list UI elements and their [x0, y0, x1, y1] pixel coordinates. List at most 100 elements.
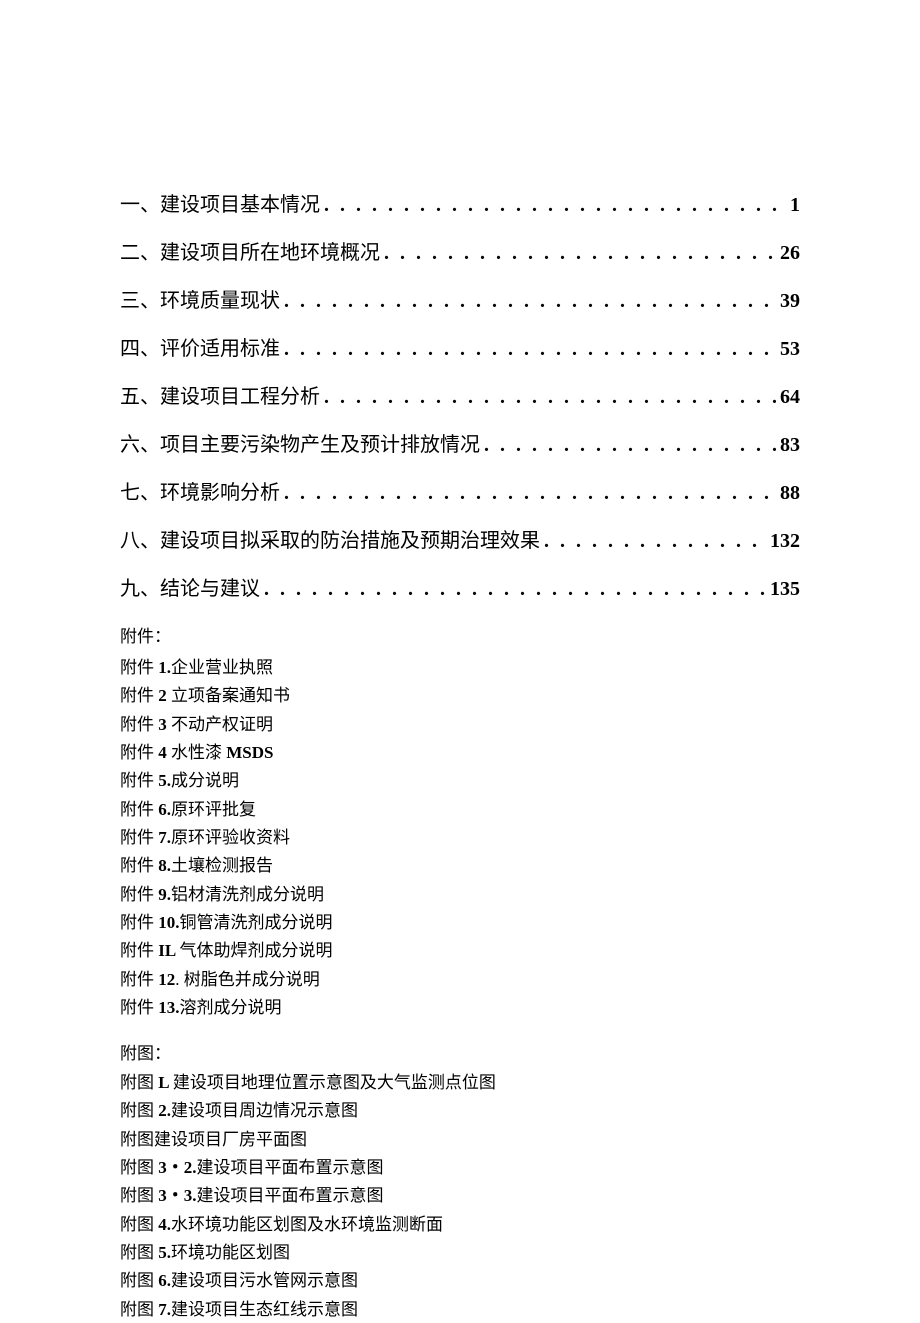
toc-entry: 二、建设项目所在地环境概况 . . . . . . . . . . . . . … — [120, 238, 800, 268]
toc-title: 四、评价适用标准 — [120, 334, 280, 364]
figure-number: 7. — [158, 1300, 171, 1319]
figure-prefix: 附图 — [120, 1271, 158, 1290]
figure-text: 环境功能区划图 — [171, 1243, 290, 1262]
toc-page: 64 — [780, 382, 800, 412]
toc-title: 三、环境质量现状 — [120, 286, 280, 316]
attachment-prefix: 附件 — [120, 771, 158, 790]
figure-text: 建设项目平面布置示意图 — [197, 1186, 384, 1205]
attachment-number: 8. — [158, 856, 171, 875]
figure-item: 附图 3・3.建设项目平面布置示意图 — [120, 1183, 800, 1209]
figure-text: 建设项目周边情况示意图 — [171, 1101, 358, 1120]
attachment-text: 溶剂成分说明 — [180, 998, 282, 1017]
attachment-item: 附件 4 水性漆 MSDS — [120, 740, 800, 766]
toc-title: 二、建设项目所在地环境概况 — [120, 238, 380, 268]
toc-leader: . . . . . . . . . . . . . . . . . . . . … — [484, 430, 776, 460]
attachment-text: 不动产权证明 — [171, 715, 273, 734]
figure-prefix: 附图 — [120, 1215, 158, 1234]
attachment-number: 13. — [158, 998, 179, 1017]
attachment-text: 成分说明 — [171, 771, 239, 790]
toc-title: 五、建设项目工程分析 — [120, 382, 320, 412]
attachment-prefix: 附件 — [120, 885, 158, 904]
toc-entry: 八、建设项目拟采取的防治措施及预期治理效果 . . . . . . . . . … — [120, 526, 800, 556]
table-of-contents: 一、建设项目基本情况 . . . . . . . . . . . . . . .… — [120, 190, 800, 604]
attachments-label: 附件： — [120, 622, 800, 647]
attachment-prefix: 附件 — [120, 658, 158, 677]
figure-item: 附图 L 建设项目地理位置示意图及大气监测点位图 — [120, 1070, 800, 1096]
attachment-item: 附件 IL 气体助焊剂成分说明 — [120, 938, 800, 964]
attachment-prefix: 附件 — [120, 715, 158, 734]
toc-leader: . . . . . . . . . . . . . . . . . . . . … — [284, 478, 776, 508]
attachment-item: 附件 2 立项备案通知书 — [120, 683, 800, 709]
attachment-text: 立项备案通知书 — [171, 686, 290, 705]
attachment-prefix: 附件 — [120, 913, 158, 932]
attachment-number: IL — [158, 941, 179, 960]
toc-page: 83 — [780, 430, 800, 460]
attachment-item: 附件 8.土壤检测报告 — [120, 853, 800, 879]
figure-prefix: 附图 — [120, 1158, 158, 1177]
figure-number: L — [158, 1073, 173, 1092]
toc-title: 一、建设项目基本情况 — [120, 190, 320, 220]
toc-entry: 七、环境影响分析 . . . . . . . . . . . . . . . .… — [120, 478, 800, 508]
toc-page: 53 — [780, 334, 800, 364]
attachment-item: 附件 5.成分说明 — [120, 768, 800, 794]
attachment-number: 7. — [158, 828, 171, 847]
toc-entry: 九、结论与建议 . . . . . . . . . . . . . . . . … — [120, 574, 800, 604]
attachment-prefix: 附件 — [120, 998, 158, 1017]
toc-title: 七、环境影响分析 — [120, 478, 280, 508]
figure-item: 附图 3・2.建设项目平面布置示意图 — [120, 1155, 800, 1181]
toc-page: 88 — [780, 478, 800, 508]
toc-page: 26 — [780, 238, 800, 268]
figure-prefix: 附图 — [120, 1101, 158, 1120]
figure-text: 建设项目地理位置示意图及大气监测点位图 — [173, 1073, 496, 1092]
figure-text: 水环境功能区划图及水环境监测断面 — [171, 1215, 443, 1234]
figure-number: 3・2. — [158, 1158, 196, 1177]
attachment-number: 3 — [158, 715, 171, 734]
toc-leader: . . . . . . . . . . . . . . . . . . . . … — [284, 286, 776, 316]
toc-page: 39 — [780, 286, 800, 316]
attachment-prefix: 附件 — [120, 828, 158, 847]
attachment-number: 6. — [158, 800, 171, 819]
figure-item: 附图建设项目厂房平面图 — [120, 1127, 800, 1153]
attachment-item: 附件 1.企业营业执照 — [120, 655, 800, 681]
figure-prefix: 附图 — [120, 1130, 154, 1149]
attachment-number: 5. — [158, 771, 171, 790]
figure-number: 2. — [158, 1101, 171, 1120]
toc-title: 八、建设项目拟采取的防治措施及预期治理效果 — [120, 526, 540, 556]
toc-leader: . . . . . . . . . . . . . . . . . . . . … — [284, 334, 776, 364]
attachment-item: 附件 10.铜管清洗剂成分说明 — [120, 910, 800, 936]
attachment-number: 10. — [158, 913, 179, 932]
attachment-number: 12 — [158, 970, 175, 989]
attachment-prefix: 附件 — [120, 970, 158, 989]
toc-leader: . . . . . . . . . . . . . . . . . . . . … — [324, 190, 786, 220]
figures-list: 附图 L 建设项目地理位置示意图及大气监测点位图附图 2.建设项目周边情况示意图… — [120, 1070, 800, 1323]
toc-entry: 四、评价适用标准 . . . . . . . . . . . . . . . .… — [120, 334, 800, 364]
figure-prefix: 附图 — [120, 1300, 158, 1319]
attachment-text: 原环评验收资料 — [171, 828, 290, 847]
toc-page: 135 — [770, 574, 800, 604]
attachments-list: 附件 1.企业营业执照附件 2 立项备案通知书附件 3 不动产权证明附件 4 水… — [120, 655, 800, 1021]
attachment-text: . 树脂色并成分说明 — [175, 970, 320, 989]
toc-leader: . . . . . . . . . . . . . . . . . . . . … — [324, 382, 776, 412]
figure-number: 3・3. — [158, 1186, 196, 1205]
attachment-text: 土壤检测报告 — [171, 856, 273, 875]
toc-title: 九、结论与建议 — [120, 574, 260, 604]
figure-text: 建设项目厂房平面图 — [154, 1130, 307, 1149]
figure-item: 附图 4.水环境功能区划图及水环境监测断面 — [120, 1212, 800, 1238]
attachment-item: 附件 6.原环评批复 — [120, 797, 800, 823]
attachment-prefix: 附件 — [120, 800, 158, 819]
attachment-text: 铝材清洗剂成分说明 — [171, 885, 324, 904]
attachment-text: 铜管清洗剂成分说明 — [180, 913, 333, 932]
attachment-item: 附件 13.溶剂成分说明 — [120, 995, 800, 1021]
figure-item: 附图 5.环境功能区划图 — [120, 1240, 800, 1266]
attachment-number: 1. — [158, 658, 171, 677]
toc-entry: 五、建设项目工程分析 . . . . . . . . . . . . . . .… — [120, 382, 800, 412]
attachment-prefix: 附件 — [120, 941, 158, 960]
attachment-item: 附件 7.原环评验收资料 — [120, 825, 800, 851]
toc-page: 1 — [790, 190, 800, 220]
figure-number: 5. — [158, 1243, 171, 1262]
figure-text: 建设项目生态红线示意图 — [171, 1300, 358, 1319]
attachment-number: 2 — [158, 686, 171, 705]
figure-prefix: 附图 — [120, 1073, 158, 1092]
toc-leader: . . . . . . . . . . . . . . . . . . . . … — [544, 526, 766, 556]
attachment-text: 水性漆 — [171, 743, 226, 762]
